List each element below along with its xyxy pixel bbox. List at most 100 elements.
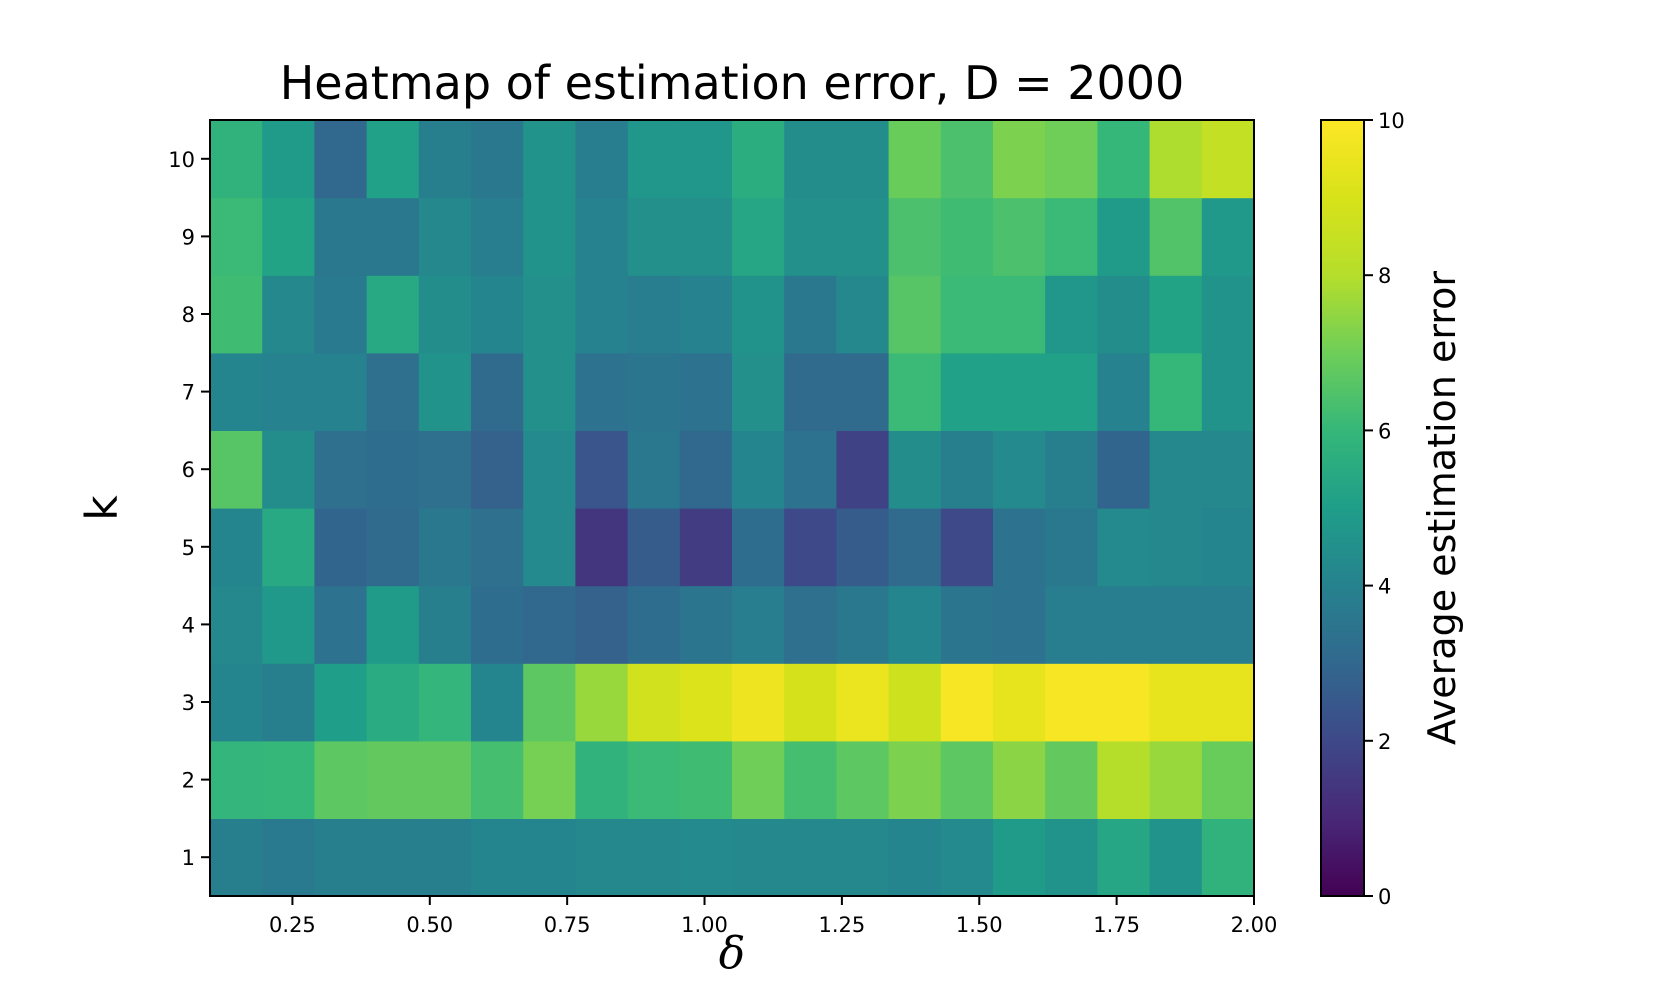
heatmap-cell <box>732 430 785 509</box>
heatmap-cell <box>627 818 681 897</box>
heatmap-cell <box>1149 663 1203 742</box>
heatmap-cell <box>784 740 837 819</box>
heatmap-cell <box>366 352 420 431</box>
heatmap-cell <box>418 740 472 819</box>
heatmap-cell <box>1201 352 1255 431</box>
heatmap-cell <box>993 740 1046 819</box>
heatmap-cell <box>262 585 315 664</box>
heatmap-cell <box>1045 585 1098 664</box>
heatmap-cell <box>784 275 837 354</box>
heatmap-cell <box>627 508 681 587</box>
heatmap-cell <box>836 818 890 897</box>
heatmap-cell <box>1045 275 1098 354</box>
x-axis-ticks: 0.25 0.50 0.75 1.00 1.25 1.50 1.75 2.00 <box>269 896 1277 937</box>
heatmap-cell <box>366 585 420 664</box>
heatmap-cell <box>471 663 524 742</box>
heatmap-cell <box>523 818 576 897</box>
heatmap-cell <box>627 120 681 199</box>
colorbar-tick-label: 2 <box>1378 730 1391 754</box>
heatmap-cell <box>262 430 315 509</box>
heatmap-cell <box>836 740 890 819</box>
heatmap-cell <box>627 740 681 819</box>
heatmap-cell <box>784 508 837 587</box>
heatmap-cell <box>262 275 315 354</box>
heatmap-cell <box>993 275 1046 354</box>
x-tick-label: 1.50 <box>956 913 1003 937</box>
heatmap-cell <box>471 818 524 897</box>
heatmap-cell <box>836 585 890 664</box>
heatmap-cell <box>1045 740 1098 819</box>
x-axis-label: δ <box>718 928 746 979</box>
heatmap-cell <box>366 275 420 354</box>
heatmap-cell <box>471 585 524 664</box>
heatmap-cell <box>836 120 890 199</box>
heatmap-cell <box>627 430 681 509</box>
plot-frame <box>209 119 1255 897</box>
heatmap-cell <box>210 508 263 587</box>
heatmap-cell <box>1097 197 1151 276</box>
heatmap-cell <box>888 430 942 509</box>
heatmap-cell <box>888 352 942 431</box>
heatmap-cell <box>314 197 368 276</box>
heatmap-cell <box>1201 818 1255 897</box>
heatmap-cell <box>888 120 942 199</box>
heatmap-cell <box>836 430 890 509</box>
heatmap-cell <box>210 197 263 276</box>
heatmap-cell <box>1201 120 1255 199</box>
heatmap-cell <box>888 275 942 354</box>
x-tick-label: 1.75 <box>1093 913 1140 937</box>
heatmap-cell <box>262 197 315 276</box>
colorbar-tick-label: 4 <box>1378 575 1391 599</box>
x-tick-label: 0.75 <box>544 913 591 937</box>
heatmap-cell <box>575 275 629 354</box>
heatmap-cell <box>732 585 785 664</box>
heatmap-cell <box>210 818 263 897</box>
colorbar-tick-label: 0 <box>1378 885 1391 909</box>
y-tick-label: 6 <box>182 458 195 482</box>
heatmap-cell <box>940 120 994 199</box>
heatmap-cell <box>418 818 472 897</box>
heatmap-cell <box>471 430 524 509</box>
heatmap-cell <box>314 508 368 587</box>
heatmap-cell <box>940 197 994 276</box>
heatmap-cell <box>732 197 785 276</box>
heatmap-cell <box>1149 818 1203 897</box>
y-tick-label: 9 <box>182 225 195 249</box>
colorbar-tick-label: 6 <box>1378 419 1391 443</box>
heatmap-cell <box>888 585 942 664</box>
heatmap-cell <box>314 818 368 897</box>
heatmap-cell <box>627 663 681 742</box>
heatmap-cell <box>366 740 420 819</box>
heatmap-cell <box>940 430 994 509</box>
heatmap-cell <box>1149 585 1203 664</box>
heatmap-cell <box>732 818 785 897</box>
heatmap-cell <box>575 740 629 819</box>
heatmap-cell <box>1149 275 1203 354</box>
heatmap-cell <box>575 352 629 431</box>
heatmap-cell <box>575 818 629 897</box>
heatmap-cell <box>627 585 681 664</box>
heatmap-cell <box>210 275 263 354</box>
heatmap-cell <box>888 740 942 819</box>
heatmap-cell <box>836 197 890 276</box>
heatmap-cell <box>784 585 837 664</box>
heatmap-cell <box>366 818 420 897</box>
heatmap-cell <box>523 120 576 199</box>
heatmap-cell <box>418 197 472 276</box>
heatmap-cell <box>940 275 994 354</box>
heatmap-cell <box>1045 818 1098 897</box>
heatmap-cell <box>418 508 472 587</box>
heatmap-cell <box>679 585 733 664</box>
heatmap-cell <box>1201 663 1255 742</box>
heatmap-cell <box>1201 740 1255 819</box>
heatmap-cell <box>1201 508 1255 587</box>
heatmap-cell <box>940 663 994 742</box>
heatmap-cell <box>679 275 733 354</box>
heatmap-cell <box>1097 818 1151 897</box>
heatmap-cell <box>732 663 785 742</box>
heatmap-cell <box>314 120 368 199</box>
heatmap-cell <box>993 818 1046 897</box>
y-tick-label: 7 <box>182 381 195 405</box>
